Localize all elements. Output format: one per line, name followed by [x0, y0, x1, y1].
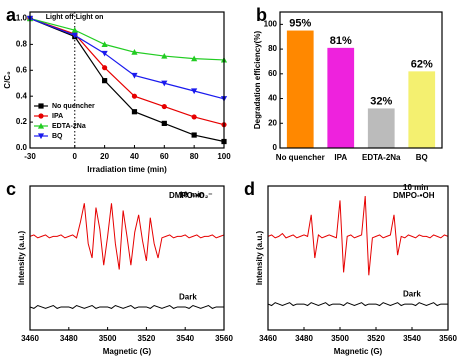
- marker: [131, 93, 138, 99]
- marker: [161, 103, 167, 110]
- y-tick-label: 60: [268, 69, 277, 78]
- x-tick-label: 3520: [367, 334, 385, 343]
- x-tick-label: BQ: [416, 153, 428, 162]
- marker: [38, 113, 44, 119]
- x-tick-label: 3500: [331, 334, 349, 343]
- x-tick-label: 3500: [99, 334, 117, 343]
- marker: [161, 80, 168, 87]
- x-tick-label: 40: [130, 152, 139, 161]
- plot-frame: [267, 185, 449, 331]
- panel-letter: b: [256, 5, 267, 25]
- marker: [191, 114, 197, 120]
- x-tick-label: 3540: [403, 334, 421, 343]
- series-label: Dark: [179, 293, 197, 302]
- y-tick-label: 20: [268, 118, 277, 127]
- series-line: [29, 304, 224, 309]
- marker: [101, 50, 108, 57]
- marker: [191, 55, 198, 62]
- plot-frame: [279, 11, 443, 149]
- panel-letter: a: [6, 5, 17, 25]
- bar: [367, 108, 395, 148]
- x-tick-label: 3560: [215, 334, 233, 343]
- x-tick-label: IPA: [334, 153, 347, 162]
- plot-frame: [29, 11, 225, 149]
- legend-label: No quencher: [52, 103, 95, 110]
- x-axis-label: Irradiation time (min): [87, 165, 167, 174]
- marker: [102, 65, 108, 71]
- annotation: DMPO-•OH: [393, 191, 435, 200]
- marker: [38, 103, 44, 109]
- x-axis-label: Magnetic (G): [103, 347, 152, 356]
- x-tick-label: EDTA-2Na: [362, 153, 401, 162]
- y-tick-label: 0.4: [16, 91, 28, 100]
- series-label: 10 min: [179, 190, 204, 199]
- x-tick-label: 3520: [138, 334, 156, 343]
- y-tick-label: 100: [264, 19, 278, 28]
- y-tick-label: 0: [273, 143, 278, 152]
- marker: [131, 109, 138, 115]
- y-axis-label: Intensity (a.u.): [17, 231, 26, 286]
- bar: [286, 30, 314, 148]
- marker: [71, 27, 78, 33]
- marker: [161, 120, 167, 126]
- marker: [131, 49, 138, 55]
- x-tick-label: -30: [24, 152, 36, 161]
- annotation: Light off: [46, 14, 75, 21]
- x-tick-label: 100: [217, 152, 231, 161]
- series-line: [267, 196, 449, 276]
- panel-letter: c: [6, 179, 16, 199]
- y-axis-label: C/C₀: [3, 71, 12, 89]
- series-line: [267, 302, 448, 307]
- series-label: Dark: [403, 290, 421, 299]
- x-tick-label: 20: [100, 152, 109, 161]
- bar: [327, 47, 355, 148]
- marker: [102, 78, 108, 84]
- x-tick-label: 60: [160, 152, 169, 161]
- y-tick-label: 0.8: [16, 39, 28, 48]
- legend-label: BQ: [52, 133, 63, 140]
- annotation: DMPO-•O₂⁻: [169, 191, 212, 200]
- x-tick-label: 3460: [259, 334, 277, 343]
- plot-frame: [29, 185, 225, 331]
- marker: [191, 132, 197, 138]
- marker: [161, 52, 168, 59]
- y-tick-label: 0.0: [16, 143, 28, 152]
- series-line: [29, 203, 225, 270]
- marker: [37, 122, 45, 129]
- y-tick-label: 0.6: [16, 65, 28, 74]
- y-tick-label: 1.0: [16, 14, 28, 23]
- marker: [71, 32, 78, 39]
- y-axis-label: Degradation efficiency(%): [253, 31, 262, 130]
- legend-label: IPA: [52, 113, 63, 120]
- value-label: 32%: [370, 95, 392, 107]
- y-tick-label: 40: [268, 94, 277, 103]
- value-label: 81%: [330, 35, 352, 47]
- x-tick-label: 3480: [295, 334, 313, 343]
- series-label: 10 min: [403, 183, 428, 192]
- marker: [191, 88, 198, 95]
- y-axis-label: Intensity (a.u.): [255, 231, 264, 286]
- panel-letter: d: [244, 179, 255, 199]
- x-tick-label: 3540: [176, 334, 194, 343]
- y-tick-label: 80: [268, 44, 277, 53]
- marker: [101, 41, 108, 47]
- x-tick-label: 3560: [439, 334, 457, 343]
- bar: [408, 71, 436, 148]
- x-tick-label: 80: [190, 152, 199, 161]
- x-axis-label: Magnetic (G): [334, 347, 383, 356]
- x-tick-label: No quencher: [276, 153, 325, 162]
- x-tick-label: 3480: [60, 334, 78, 343]
- marker: [131, 72, 138, 79]
- value-label: 95%: [289, 17, 311, 29]
- series-line: [29, 17, 225, 61]
- x-tick-label: 0: [73, 152, 78, 161]
- legend-label: EDTA-2Na: [52, 123, 86, 130]
- y-tick-label: 0.2: [16, 117, 28, 126]
- marker: [37, 133, 45, 140]
- annotation: Light on: [76, 14, 104, 21]
- x-tick-label: 3460: [21, 334, 39, 343]
- value-label: 62%: [411, 58, 433, 70]
